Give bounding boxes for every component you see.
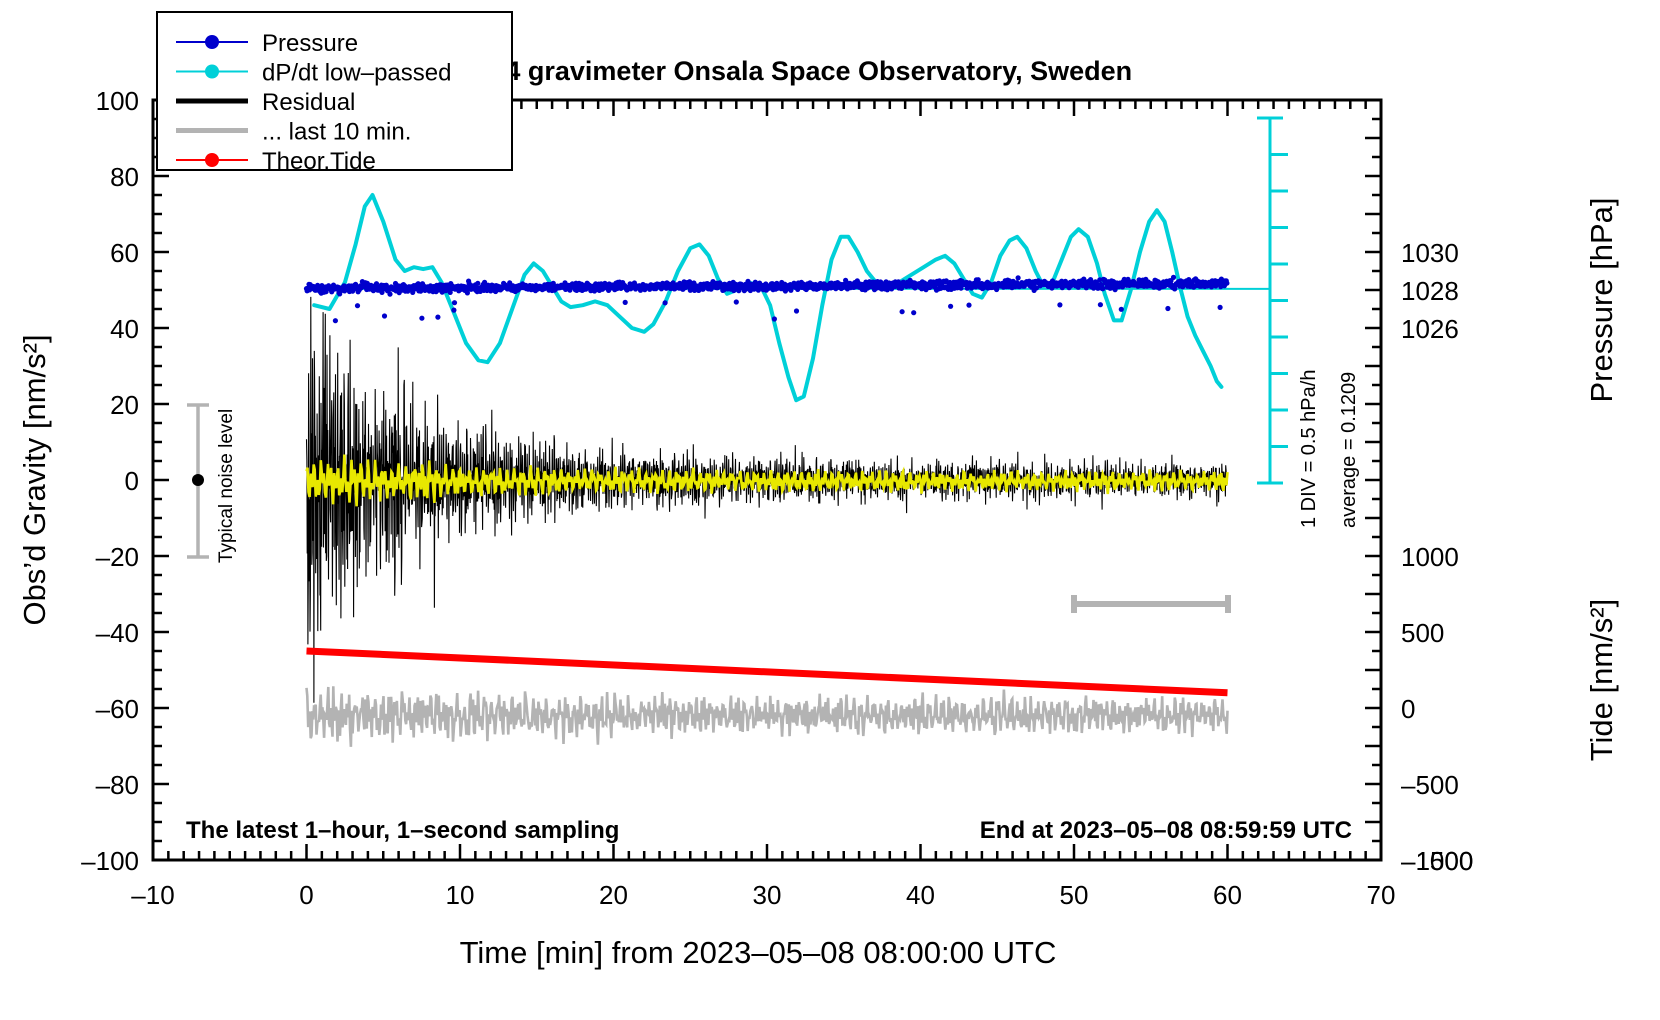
y-tick-label: 100 (96, 86, 139, 116)
x-axis-ticks (151, 100, 1383, 860)
noise-center-dot (192, 474, 204, 486)
x-tick-label: 50 (1060, 880, 1089, 910)
legend-label: dP/dt low–passed (262, 60, 451, 87)
y-tick-label: –40 (96, 618, 139, 648)
x-tick-label: 70 (1367, 880, 1396, 910)
legend-marker (205, 35, 219, 49)
tide-tick-label: 0 (1401, 694, 1415, 724)
legend-label: Pressure (262, 30, 358, 57)
tide-axis-tick-labels: 1000 500 0 –500 –1000–1500 (1401, 542, 1473, 876)
tide-tick-label: 1000 (1401, 542, 1459, 572)
tide-tick-label: –1000 (1401, 846, 1473, 876)
y-tick-label: 40 (110, 314, 139, 344)
tide-axis-label: Tide [nm/s²] (1584, 599, 1619, 762)
y-tick-label: –100 (81, 846, 139, 876)
footer-right-note: End at 2023–05–08 08:59:59 UTC (980, 817, 1352, 844)
y-tick-label: –20 (96, 542, 139, 572)
legend-item[interactable]: ... last 10 min. (176, 119, 411, 146)
dpdt-axis-minor-ticks (1270, 153, 1288, 448)
y-axis-label: Obs’d Gravity [nm/s²] (17, 334, 52, 625)
y-tick-label: 20 (110, 390, 139, 420)
pressure-tick-label: 1028 (1401, 276, 1459, 306)
legend-marker (205, 153, 219, 167)
legend-item[interactable]: dP/dt low–passed (176, 60, 451, 87)
x-tick-label: 30 (753, 880, 782, 910)
right-axis-ticks (1365, 98, 1381, 862)
pressure-axis-label: Pressure [hPa] (1584, 197, 1619, 402)
y-tick-label: 0 (125, 466, 139, 496)
x-axis-tick-labels: –10 0 10 20 30 40 50 60 70 (131, 880, 1395, 910)
x-tick-label: 0 (299, 880, 313, 910)
x-tick-label: 40 (906, 880, 935, 910)
x-tick-label: 10 (446, 880, 475, 910)
legend-marker (205, 64, 219, 79)
legend-label: ... last 10 min. (262, 119, 411, 146)
y-tick-label: –80 (96, 770, 139, 800)
legend-item[interactable]: Residual (176, 89, 355, 116)
typical-noise-level-indicator: Typical noise level (187, 403, 237, 563)
legend-item[interactable]: Pressure (176, 30, 358, 57)
data-series-layer (303, 193, 1270, 747)
last-10-min-span-bar (1071, 595, 1231, 613)
y-tick-label: 80 (110, 162, 139, 192)
dpdt-reference-axis: 1 DIV = 0.5 hPa/h average = 0.1209 (1257, 116, 1360, 528)
legend-label: Residual (262, 89, 355, 116)
x-axis-label: Time [min] from 2023–05–08 08:00:00 UTC (460, 935, 1057, 970)
pressure-axis-tick-labels: 1030 1028 1026 (1401, 238, 1459, 344)
x-tick-label: 20 (599, 880, 628, 910)
dpdt-division-label: 1 DIV = 0.5 hPa/h (1298, 370, 1320, 528)
legend-label: Theor.Tide (262, 148, 376, 175)
x-tick-label: 60 (1213, 880, 1242, 910)
y-tick-label: 60 (110, 238, 139, 268)
pressure-tick-label: 1026 (1401, 314, 1459, 344)
y-axis-tick-labels: –100 –80 –60 –40 –20 0 20 40 60 80 100 (81, 86, 139, 876)
footer-left-note: The latest 1–hour, 1–second sampling (186, 817, 619, 844)
last-10-min-curve (305, 686, 1229, 747)
pressure-scatter (303, 274, 1230, 324)
pressure-tick-label: 1030 (1401, 238, 1459, 268)
theoretical-tide-line (306, 647, 1228, 697)
tide-tick-label: –1500 (1401, 846, 1473, 876)
tide-tick-label: 500 (1401, 618, 1444, 648)
chart-title: SCG_054 gravimeter Onsala Space Observat… (402, 56, 1132, 86)
tide-tick-label: –500 (1401, 770, 1459, 800)
x-tick-label: –10 (131, 880, 174, 910)
y-tick-label: –60 (96, 694, 139, 724)
typical-noise-level-label: Typical noise level (216, 409, 237, 563)
legend-item[interactable]: Theor.Tide (176, 148, 376, 175)
dpdt-average-label: average = 0.1209 (1338, 372, 1360, 528)
residual-smoothed-curve (305, 454, 1229, 507)
